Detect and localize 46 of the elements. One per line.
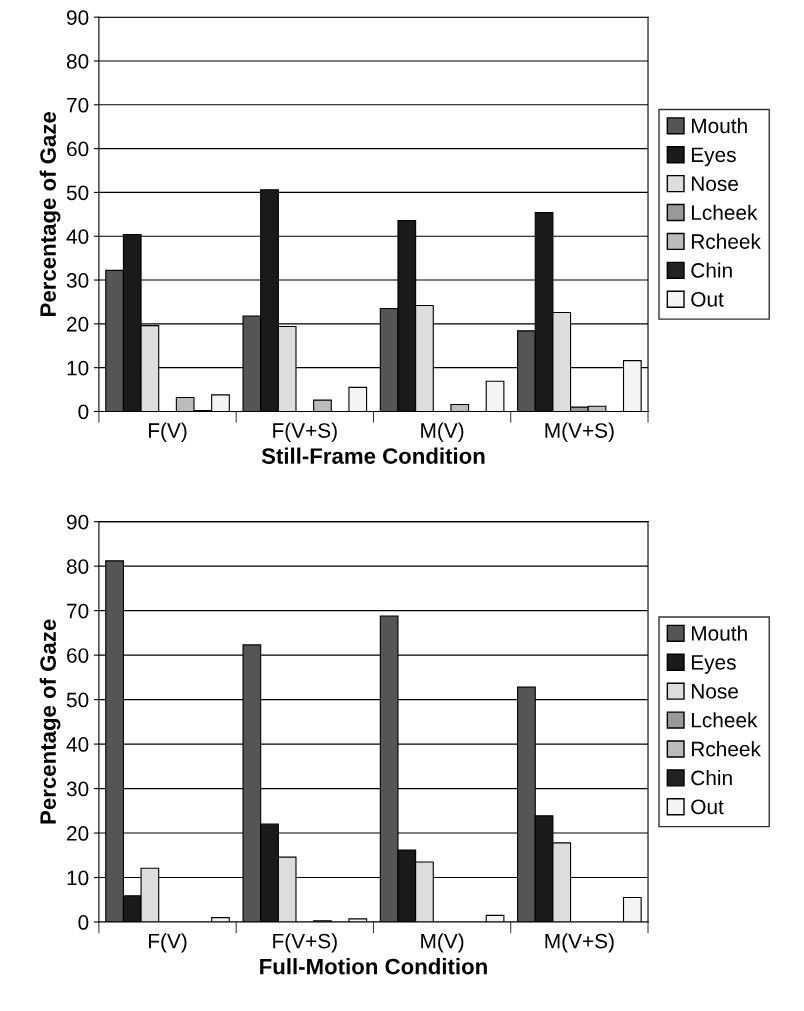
y-tick-label: 70 [67,97,89,113]
y-tick-label: 50 [66,692,89,708]
x-tick-label: M(V+S) [545,933,614,953]
x-tick-label: M(V) [421,422,464,442]
legend-label: Lcheek [691,204,758,220]
y-axis-title: Percentage of Gaze [39,619,61,824]
legend-label: Chin [691,262,732,278]
x-tick-label: M(V) [421,933,464,953]
x-tick-label: F(V+S) [273,933,337,953]
legend-label: Eyes [691,655,736,674]
x-tick-label: M(V+S) [545,422,614,442]
legend-label: Nose [691,176,738,192]
y-axis-title: Percentage of Gaze [39,111,61,316]
y-tick-label: 70 [67,603,89,619]
y-tick-label: 90 [66,514,89,530]
y-tick-label: 0 [78,915,89,930]
y-tick-label: 60 [67,648,89,663]
y-tick-label: 60 [67,141,89,157]
y-tick-label: 50 [66,185,89,201]
legend-label: Lcheek [691,712,758,728]
x-tick-label: F(V) [149,933,187,953]
y-tick-label: 80 [66,54,89,69]
legend-label: Out [691,799,724,815]
legend-label: Mouth [691,117,747,134]
y-tick-label: 90 [66,10,89,25]
legend-label: Mouth [691,625,747,641]
y-tick-label: 30 [66,781,89,797]
legend-label: Chin [691,770,732,786]
legend-label: Eyes [691,147,736,167]
x-tick-label: F(V+S) [273,422,337,442]
y-tick-label: 10 [67,360,89,376]
y-tick-label: 80 [66,559,89,574]
x-axis-title: Full-Motion Condition [260,958,487,975]
legend-label: Out [691,291,724,307]
x-axis-title: Still-Frame Condition [261,447,485,464]
y-tick-label: 40 [66,737,89,752]
y-tick-label: 40 [66,229,89,244]
legend-label: Rcheek [691,741,761,757]
y-tick-label: 0 [78,404,89,420]
legend-label: Nose [691,684,738,699]
y-tick-label: 10 [67,870,89,886]
x-tick-label: F(V) [149,422,187,442]
y-tick-label: 20 [67,316,89,332]
y-tick-label: 30 [66,273,89,288]
y-tick-label: 20 [67,826,89,841]
legend-label: Rcheek [691,233,761,249]
